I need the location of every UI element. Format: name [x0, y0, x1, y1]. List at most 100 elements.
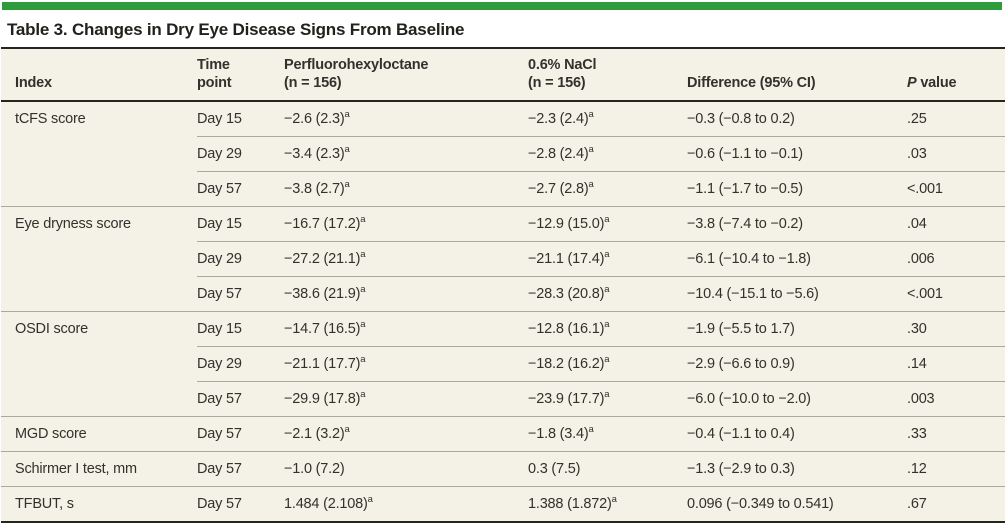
footnote-marker: a	[604, 213, 610, 225]
data-table: Index Time point Perfluorohexyloctane (n…	[1, 47, 1005, 524]
cell-nacl: −18.2 (16.2)a	[528, 346, 687, 382]
cell-p: .14	[907, 346, 1005, 382]
cell-nacl: −12.8 (16.1)a	[528, 311, 687, 347]
cell-p: .30	[907, 311, 1005, 347]
cell-diff: −1.3 (−2.9 to 0.3)	[687, 451, 907, 487]
cell-index	[1, 137, 197, 172]
cell-time: Day 29	[197, 241, 284, 277]
cell-diff: −0.6 (−1.1 to −0.1)	[687, 136, 907, 172]
cell-nacl: −21.1 (17.4)a	[528, 241, 687, 277]
footnote-marker: a	[588, 423, 594, 435]
footnote-marker: a	[360, 283, 366, 295]
cell-diff: −0.3 (−0.8 to 0.2)	[687, 110, 795, 127]
cell-p: .12	[907, 451, 1005, 487]
cell-nacl: −1.8 (3.4)a	[528, 416, 687, 452]
cell-time: Day 57	[197, 486, 284, 523]
cell-index	[1, 172, 197, 207]
table-row: TFBUT, s Day 57 1.484 (2.108)a 1.388 (1.872…	[1, 486, 1005, 523]
column-header-difference: Difference (95% CI)	[687, 48, 907, 103]
cell-diff: −1.9 (−5.5 to 1.7)	[687, 311, 907, 347]
cell-p: .04	[907, 206, 1005, 242]
accent-bar	[2, 2, 1002, 10]
cell-time: Day 15	[197, 311, 284, 347]
footnote-marker: a	[367, 493, 373, 505]
footnote-marker: a	[604, 283, 610, 295]
table-row: Day 57 −29.9 (17.8)a −23.9 (17.7)a −6.0 (−1…	[1, 381, 1005, 417]
cell-index: TFBUT, s	[1, 486, 197, 523]
p-value-italic: P	[907, 75, 917, 92]
cell-time: Day 29	[197, 346, 284, 382]
cell-pfh: −29.9 (17.8)a	[284, 381, 528, 417]
column-header-index: Index	[1, 48, 197, 103]
cell-index: OSDI score	[1, 311, 197, 347]
cell-time: Day 15	[197, 206, 284, 242]
footnote-marker: a	[611, 493, 617, 505]
footnote-marker: a	[588, 143, 594, 155]
cell-p: .67	[907, 486, 1005, 523]
cell-diff: −2.9 (−6.6 to 0.9)	[687, 346, 907, 382]
table-row: Day 57 −3.8 (2.7)a −2.7 (2.8)a −1.1 (−1.7 t…	[1, 171, 1005, 207]
cell-pfh: 1.484 (2.108)a	[284, 486, 528, 523]
table-row: Day 29 −21.1 (17.7)a −18.2 (16.2)a −2.9 (−6…	[1, 346, 1005, 382]
cell-pfh: −21.1 (17.7)a	[284, 346, 528, 382]
cell-pfh: −1.0 (7.2)	[284, 451, 528, 487]
table-row: Day 57 −38.6 (21.9)a −28.3 (20.8)a −10.4 (−…	[1, 276, 1005, 312]
cell-p: .25	[907, 110, 927, 127]
footnote-marker: a	[604, 318, 610, 330]
cell-time: Day 15	[197, 110, 242, 127]
footnote-marker: a	[344, 108, 350, 120]
cell-p: <.001	[907, 171, 1005, 207]
cell-index: tCFS score	[15, 110, 86, 127]
cell-p: .006	[907, 241, 1005, 277]
cell-pfh: −38.6 (21.9)a	[284, 276, 528, 312]
cell-index	[1, 277, 197, 312]
cell-pfh: −3.8 (2.7)a	[284, 171, 528, 207]
footnote-marker: a	[344, 178, 350, 190]
table-row: Eye dryness score Day 15 −16.7 (17.2)a −12.…	[1, 206, 1005, 242]
cell-nacl: −2.3 (2.4)a	[528, 108, 594, 127]
cell-diff: −6.1 (−10.4 to −1.8)	[687, 241, 907, 277]
cell-nacl: −28.3 (20.8)a	[528, 276, 687, 312]
column-header-nacl: 0.6% NaCl (n = 156)	[528, 48, 687, 103]
cell-index: Eye dryness score	[1, 206, 197, 242]
cell-nacl: −23.9 (17.7)a	[528, 381, 687, 417]
cell-p: .003	[907, 381, 1005, 417]
cell-time: Day 57	[197, 451, 284, 487]
footnote-marker: a	[360, 318, 366, 330]
table-row: Day 29 −27.2 (21.1)a −21.1 (17.4)a −6.1 (−1…	[1, 241, 1005, 277]
cell-index: Schirmer I test, mm	[1, 451, 197, 487]
cell-time: Day 57	[197, 381, 284, 417]
footnote-marker: a	[588, 108, 594, 120]
column-header-p-value: P value	[907, 48, 1005, 103]
cell-index: MGD score	[1, 416, 197, 452]
cell-nacl: 1.388 (1.872)a	[528, 486, 687, 523]
cell-time: Day 29	[197, 136, 284, 172]
footnote-marker: a	[344, 143, 350, 155]
cell-nacl: 0.3 (7.5)	[528, 451, 687, 487]
cell-time: Day 57	[197, 276, 284, 312]
cell-p: .03	[907, 136, 1005, 172]
footnote-marker: a	[604, 353, 610, 365]
footnote-marker: a	[360, 248, 366, 260]
table-row: tCFS score Day 15 −2.6 (2.3)a −2.3 (2.4)a −0…	[1, 101, 1005, 137]
cell-diff: −0.4 (−1.1 to 0.4)	[687, 416, 907, 452]
footnote-marker: a	[344, 423, 350, 435]
footnote-marker: a	[360, 388, 366, 400]
cell-time: Day 57	[197, 416, 284, 452]
cell-index	[1, 242, 197, 277]
cell-time: Day 57	[197, 171, 284, 207]
cell-index	[1, 382, 197, 417]
cell-diff: 0.096 (−0.349 to 0.541)	[687, 486, 907, 523]
cell-pfh: −14.7 (16.5)a	[284, 311, 528, 347]
cell-pfh: −2.1 (3.2)a	[284, 416, 528, 452]
cell-pfh: −3.4 (2.3)a	[284, 136, 528, 172]
table-body: tCFS score Day 15 −2.6 (2.3)a −2.3 (2.4)a −0…	[1, 101, 1005, 523]
footnote-marker: a	[588, 178, 594, 190]
table-title: Table 3. Changes in Dry Eye Disease Sign…	[7, 20, 465, 39]
footnote-marker: a	[360, 213, 366, 225]
cell-pfh: −16.7 (17.2)a	[284, 206, 528, 242]
footnote-marker: a	[604, 248, 610, 260]
cell-pfh: −27.2 (21.1)a	[284, 241, 528, 277]
footnote-marker: a	[604, 388, 610, 400]
